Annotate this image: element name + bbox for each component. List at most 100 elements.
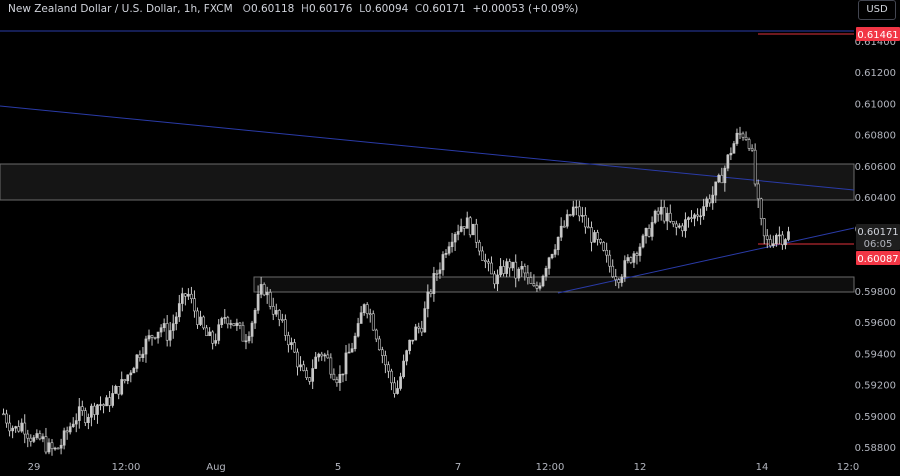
candle-body	[223, 317, 227, 319]
candle-body	[584, 215, 587, 228]
candle-body	[426, 291, 430, 309]
candle-body	[277, 310, 281, 320]
candle-body	[226, 317, 230, 325]
candle-body	[129, 372, 133, 376]
candle-body	[587, 226, 590, 229]
candle-body	[659, 206, 663, 215]
candle-body	[411, 339, 415, 342]
price-tick-label: 0.60400	[855, 193, 896, 204]
candle-body	[147, 335, 151, 340]
candle-body	[332, 373, 336, 380]
candle-body	[59, 444, 63, 449]
candle-body	[132, 368, 136, 374]
candle-body	[738, 132, 742, 135]
candle-body	[120, 379, 124, 395]
candle-body	[144, 338, 148, 355]
candle-body	[502, 266, 505, 274]
candle-body	[423, 308, 427, 333]
candle-body	[153, 337, 157, 339]
level-price-tag: 0.60087	[856, 251, 900, 265]
time-tick-label: Aug	[206, 462, 226, 473]
candle-body	[165, 323, 169, 341]
candle-body	[529, 277, 533, 284]
candle-body	[247, 336, 251, 342]
candle-body	[471, 223, 475, 236]
candle-body	[190, 293, 193, 299]
price-tick-label: 0.59800	[855, 287, 896, 298]
candle-body	[668, 212, 672, 222]
candle-body	[284, 319, 287, 336]
candle-body	[156, 331, 160, 339]
candle-body	[338, 374, 342, 384]
price-tick-label: 0.58800	[855, 443, 896, 454]
candle-body	[417, 326, 421, 329]
candle-body	[444, 252, 448, 255]
candle-body	[493, 273, 496, 285]
candle-body	[377, 338, 381, 351]
change-value: +0.00053 (+0.09%)	[472, 3, 579, 15]
candle-body	[568, 214, 572, 216]
symbol-title[interactable]: New Zealand Dollar / U.S. Dollar, 1h, FX…	[8, 3, 233, 15]
candle-body	[308, 377, 311, 382]
time-tick-label: 12:0	[837, 462, 859, 473]
candle-body	[405, 350, 408, 362]
candle-body	[414, 326, 418, 341]
candle-body	[693, 214, 696, 219]
candle-body	[393, 382, 396, 394]
top-price-label: 0.61461	[857, 30, 898, 41]
time-tick-label: 12	[634, 462, 647, 473]
candle-body	[432, 273, 436, 294]
candle-body	[138, 354, 142, 359]
candle-body	[732, 143, 736, 154]
low-label: L	[359, 3, 365, 15]
descending-trendline	[0, 105, 855, 191]
candle-body	[517, 268, 521, 279]
candle-body	[556, 236, 560, 250]
candle-body	[168, 330, 172, 341]
candle-body	[102, 404, 105, 407]
candle-body	[650, 222, 654, 237]
candle-body	[241, 325, 245, 342]
candle-body	[26, 433, 30, 439]
candle-body	[208, 331, 211, 337]
candles-group	[2, 126, 790, 456]
currency-button[interactable]: USD	[858, 0, 896, 20]
candle-body	[268, 292, 272, 307]
candle-body	[435, 273, 439, 275]
time-tick-label: 7	[455, 462, 461, 473]
candle-body	[29, 437, 33, 442]
candle-body	[705, 198, 709, 207]
candle-body	[341, 373, 345, 376]
candle-body	[68, 426, 72, 433]
candle-body	[187, 293, 190, 297]
candle-body	[481, 250, 484, 261]
candle-body	[744, 136, 748, 140]
upper-zone	[0, 163, 855, 201]
candle-body	[656, 210, 660, 215]
candle-body	[317, 353, 321, 358]
time-axis[interactable]: 29 12:00 Aug 5 7 12:00 12 14 12:0	[28, 462, 860, 473]
candle-body	[184, 293, 187, 297]
price-axis[interactable]: 0.61400 0.61200 0.61000 0.60800 0.60600 0.604…	[855, 37, 896, 454]
candle-body	[314, 356, 318, 369]
candle-body	[177, 303, 181, 318]
candle-body	[77, 406, 81, 421]
candle-body	[280, 319, 284, 321]
open-label: O	[242, 3, 251, 15]
candle-body	[729, 152, 733, 156]
candle-body	[235, 322, 239, 327]
candle-body	[202, 316, 205, 329]
candle-body	[274, 310, 278, 315]
candle-body	[99, 404, 102, 406]
candle-body	[599, 238, 602, 243]
candle-body	[135, 354, 139, 369]
candle-body	[608, 254, 612, 267]
candle-body	[329, 357, 333, 375]
candle-body	[381, 349, 384, 356]
candle-body	[71, 423, 75, 427]
candle-body	[62, 430, 66, 446]
high-label: H	[301, 3, 309, 15]
candle-body	[511, 261, 515, 269]
